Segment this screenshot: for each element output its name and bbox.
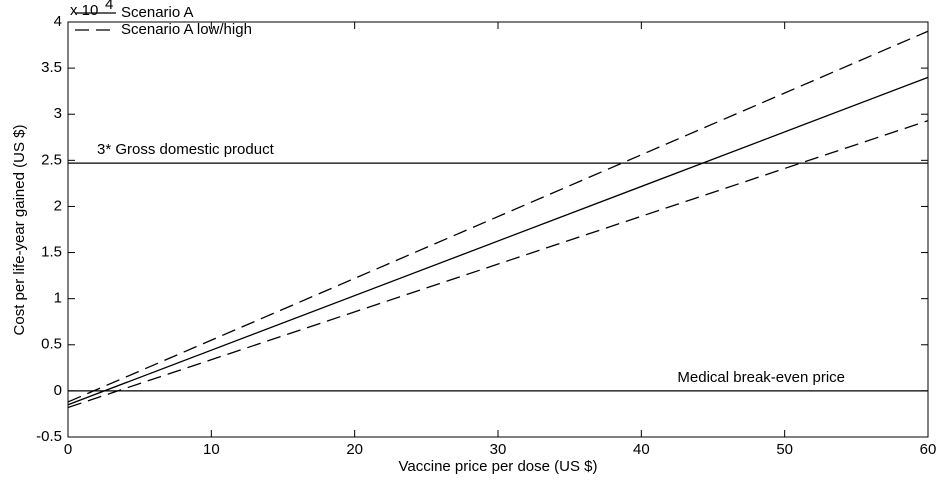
y-tick-label: 3.5 — [41, 59, 62, 76]
reference-label: 3* Gross domestic product — [97, 141, 275, 158]
x-tick-label: 10 — [203, 441, 220, 458]
y-tick-label: 2 — [54, 197, 62, 214]
x-tick-label: 20 — [346, 441, 363, 458]
series-line — [67, 30, 929, 403]
x-tick-label: 50 — [776, 441, 793, 458]
y-tick-label: 3 — [54, 105, 62, 122]
x-axis-label: Vaccine price per dose (US $) — [399, 458, 598, 475]
y-axis-label: Cost per life-year gained (US $) — [11, 125, 28, 336]
y-tick-label: 1 — [54, 290, 62, 307]
x-tick-label: 30 — [490, 441, 507, 458]
y-tick-label: 4 — [54, 13, 62, 30]
y-tick-label: -0.5 — [36, 428, 62, 445]
y-tick-label: 2.5 — [41, 151, 62, 168]
series-line — [67, 120, 929, 409]
y-scale-label: x 10 — [70, 2, 98, 19]
y-tick-label: 0.5 — [41, 336, 62, 353]
series-line — [67, 76, 929, 406]
y-tick-label: 0 — [54, 382, 62, 399]
reference-label: Medical break-even price — [677, 369, 845, 386]
y-tick-label: 1.5 — [41, 244, 62, 261]
legend-label: Scenario A — [121, 4, 194, 21]
y-scale-exponent: 4 — [105, 0, 113, 13]
legend-label: Scenario A low/high — [121, 21, 252, 38]
x-tick-label: 40 — [633, 441, 650, 458]
x-tick-label: 0 — [64, 441, 72, 458]
x-tick-label: 60 — [920, 441, 937, 458]
